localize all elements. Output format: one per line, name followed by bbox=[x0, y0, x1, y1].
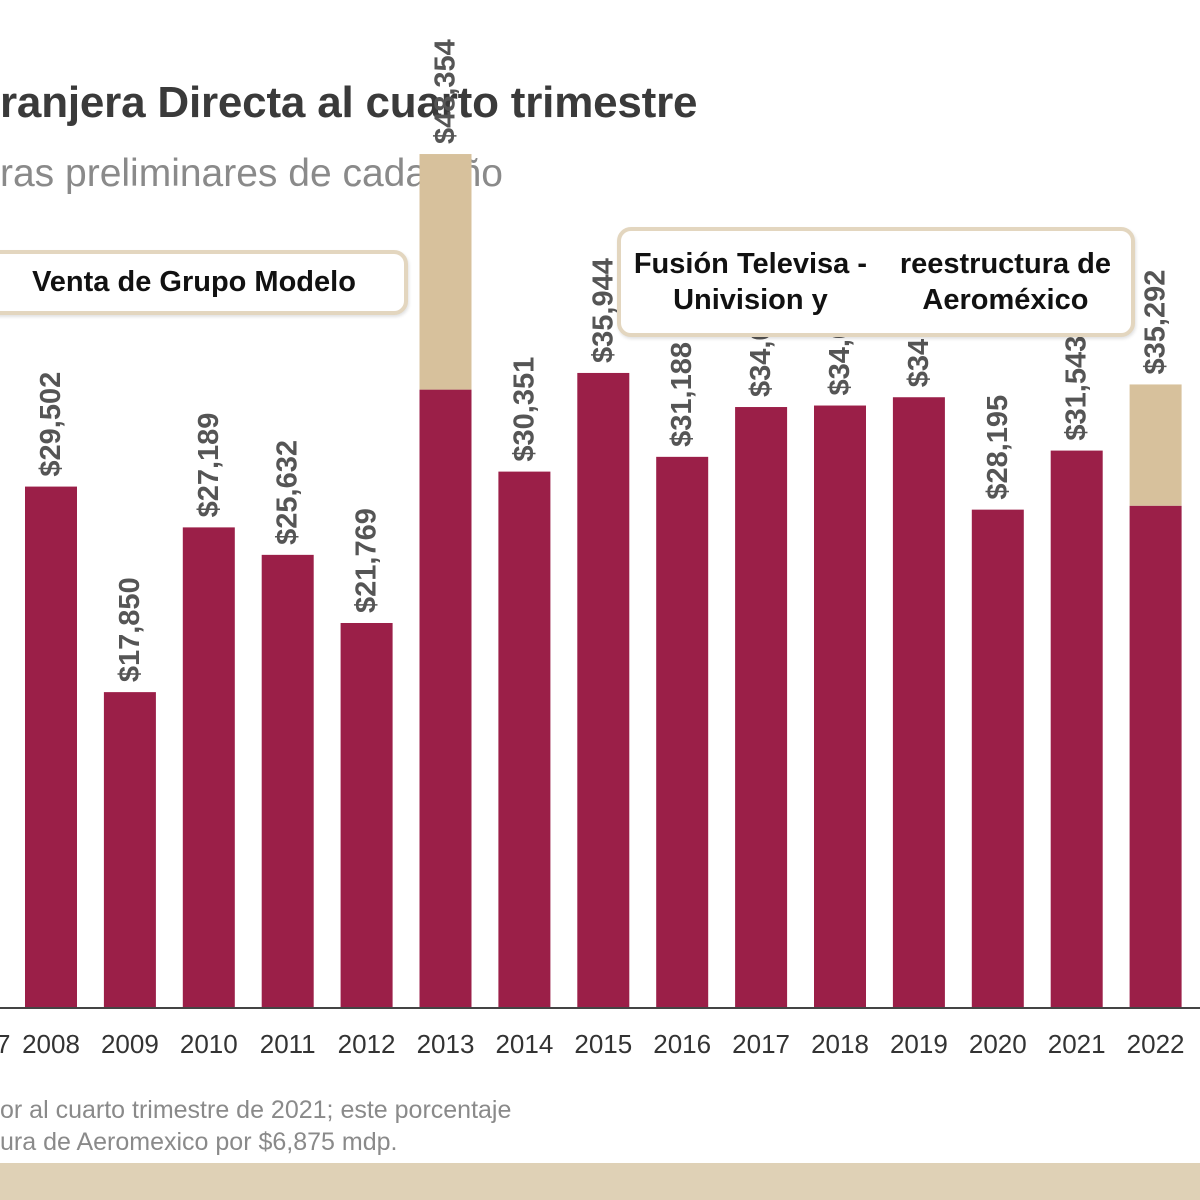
value-label-2022: $35,292 bbox=[1140, 270, 1172, 375]
x-tick-label-2009: 2009 bbox=[101, 1029, 159, 1059]
x-tick-label-2013: 2013 bbox=[417, 1029, 475, 1059]
televisa-aeromexico-callout: Fusión Televisa - Univision y reestructu… bbox=[617, 227, 1135, 337]
bar-2014 bbox=[498, 471, 551, 1007]
value-label-2014: $30,351 bbox=[508, 357, 540, 462]
callout-line-2: reestructura de Aeroméxico bbox=[899, 248, 1111, 316]
value-label-2015: $35,944 bbox=[587, 258, 619, 363]
grupo-modelo-callout: Venta de Grupo Modelo bbox=[0, 250, 408, 315]
value-label-2016: $31,188 bbox=[666, 342, 698, 447]
bar-2016 bbox=[656, 456, 709, 1007]
chart-title: ranjera Directa al cuarto trimestre bbox=[0, 78, 698, 127]
x-tick-label-2017: 2017 bbox=[732, 1029, 790, 1059]
x-tick-label-2008: 2008 bbox=[22, 1029, 80, 1059]
x-tick-label-2011: 2011 bbox=[260, 1029, 316, 1059]
bar-2011 bbox=[261, 554, 314, 1007]
value-label-2009: $17,850 bbox=[114, 577, 146, 682]
bar-2009 bbox=[103, 692, 156, 1007]
bar-2021 bbox=[1050, 450, 1103, 1007]
x-tick-label-2019: 2019 bbox=[890, 1029, 948, 1059]
bar-extra-2013 bbox=[419, 154, 472, 390]
x-tick-label-2020: 2020 bbox=[969, 1029, 1027, 1059]
bar-2022 bbox=[1129, 505, 1182, 1007]
value-label-2013: $48,354 bbox=[430, 39, 462, 144]
value-label-2020: $28,195 bbox=[982, 395, 1014, 500]
bar-2019 bbox=[892, 397, 945, 1007]
footnote-line-1: or al cuarto trimestre de 2021; este por… bbox=[0, 1096, 512, 1124]
x-tick-label-2014: 2014 bbox=[495, 1029, 553, 1059]
bar-2017 bbox=[735, 407, 788, 1007]
x-tick-label-2010: 2010 bbox=[180, 1029, 238, 1059]
bar-2018 bbox=[814, 405, 866, 1007]
x-tick-label-2018: 2018 bbox=[811, 1029, 869, 1059]
bar-2015 bbox=[577, 372, 630, 1007]
chart-subtitle: ras preliminares de cada año bbox=[0, 152, 503, 195]
x-tick-label-2012: 2012 bbox=[338, 1029, 396, 1059]
bar-2008 bbox=[25, 486, 77, 1007]
footnote-line-2: ura de Aeromexico por $6,875 mdp. bbox=[0, 1128, 398, 1156]
value-label-2011: $25,632 bbox=[272, 440, 304, 545]
bar-2013 bbox=[419, 389, 472, 1008]
bottom-band bbox=[0, 1163, 1200, 1200]
value-label-2021: $31,543 bbox=[1061, 336, 1093, 441]
x-tick-label-partial: 7 bbox=[0, 1029, 10, 1059]
bar-extra-2022 bbox=[1129, 384, 1182, 506]
value-label-2010: $27,189 bbox=[193, 413, 225, 518]
x-tick-label-2016: 2016 bbox=[653, 1029, 711, 1059]
x-tick-label-2022: 2022 bbox=[1127, 1029, 1185, 1059]
bar-2010 bbox=[182, 527, 235, 1007]
bar-2020 bbox=[971, 509, 1024, 1007]
value-label-2008: $29,502 bbox=[35, 372, 67, 477]
x-tick-label-2015: 2015 bbox=[574, 1029, 632, 1059]
bar-2012 bbox=[340, 622, 393, 1007]
x-tick-label-2021: 2021 bbox=[1048, 1029, 1106, 1059]
callout-line-1: Fusión Televisa - Univision y bbox=[633, 248, 867, 316]
value-label-2012: $21,769 bbox=[351, 508, 383, 613]
